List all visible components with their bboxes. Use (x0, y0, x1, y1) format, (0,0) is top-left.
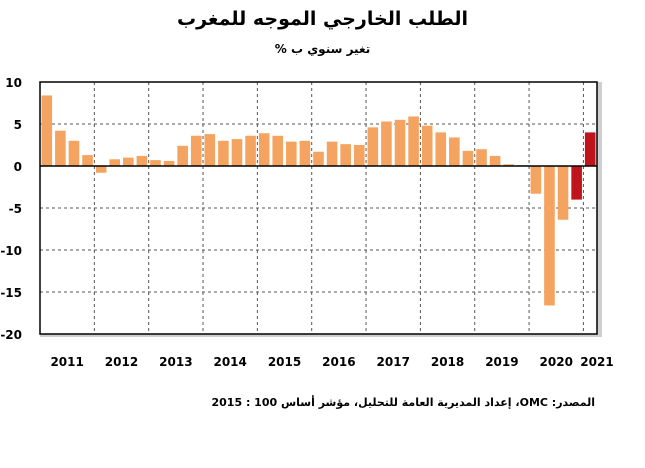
x-tick-label: 2015 (268, 355, 301, 369)
bar (299, 140, 311, 166)
bar (150, 160, 161, 166)
y-tick-label: 10 (5, 76, 22, 90)
bar (163, 160, 175, 166)
y-tick-label: 0 (14, 160, 22, 174)
bar (584, 132, 596, 166)
x-tick-label: 2017 (377, 355, 410, 369)
bar (109, 159, 121, 166)
bar (245, 135, 256, 166)
bar (326, 141, 338, 166)
bar (544, 166, 555, 306)
y-tick-label: -15 (0, 286, 22, 300)
bar (136, 155, 148, 166)
bar (95, 166, 107, 173)
frame-shadow-bottom (40, 334, 602, 337)
x-tick-label: 2019 (485, 355, 518, 369)
bar (68, 140, 80, 166)
bar (123, 157, 134, 166)
x-tick-label: 2018 (431, 355, 464, 369)
bar (272, 135, 284, 166)
bar (367, 127, 379, 166)
bar (394, 119, 406, 166)
bar (218, 140, 229, 166)
x-tick-label: 2020 (540, 355, 573, 369)
x-tick-label: 2021 (580, 355, 613, 369)
bar (204, 134, 216, 166)
bar (340, 144, 351, 166)
x-tick-label: 2013 (159, 355, 192, 369)
chart-subtitle: تغير سنوي ب % (274, 42, 371, 56)
y-tick-label: -5 (9, 202, 22, 216)
x-tick-label: 2012 (105, 355, 138, 369)
bar (41, 95, 53, 166)
x-tick-label: 2014 (213, 355, 246, 369)
bar (435, 132, 447, 166)
bar (258, 133, 270, 166)
bar (530, 166, 542, 194)
bar (421, 125, 433, 166)
bar (462, 150, 474, 166)
bar (557, 166, 569, 220)
y-tick-label: 5 (14, 118, 22, 132)
bar (503, 164, 514, 166)
y-tick-label: -20 (0, 328, 22, 342)
source-note: المصدر: OMC، إعداد المديرية العامة للتحل… (211, 396, 595, 409)
bar (489, 155, 501, 166)
bar (381, 121, 392, 166)
plot-frame (39, 81, 598, 335)
x-tick-label: 2016 (322, 355, 355, 369)
frame-shadow (597, 82, 602, 336)
bar (231, 139, 243, 166)
bar (313, 151, 324, 166)
bar (82, 155, 93, 166)
bar (55, 130, 66, 166)
bar (177, 145, 188, 166)
bar (353, 145, 365, 166)
x-tick-label: 2011 (50, 355, 83, 369)
bar (190, 135, 202, 166)
y-tick-label: -10 (0, 244, 22, 258)
bar (286, 141, 297, 166)
bar (449, 137, 460, 166)
bar (571, 166, 582, 200)
bar (476, 149, 487, 166)
chart-title: الطلب الخارجي الموجه للمغرب (177, 8, 468, 30)
bar (408, 116, 419, 166)
